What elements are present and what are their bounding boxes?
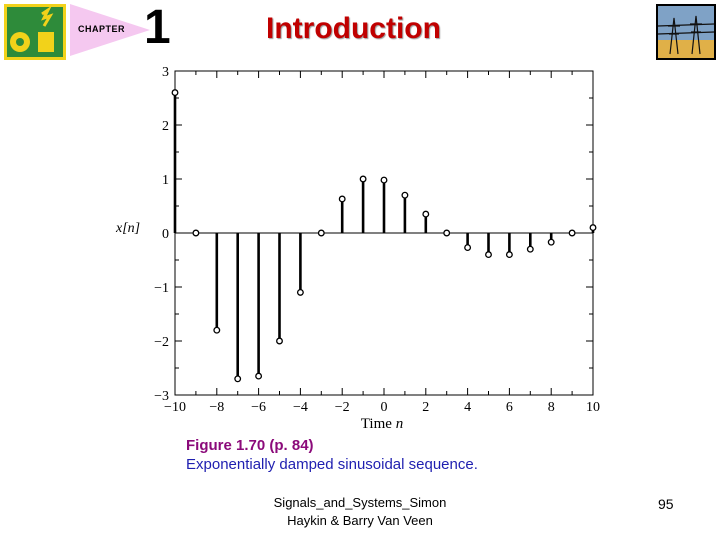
x-tick-label: −4: [293, 400, 308, 415]
stem-marker: [528, 246, 534, 252]
stem-marker: [235, 376, 241, 382]
figure-caption: Figure 1.70 (p. 84) Exponentially damped…: [186, 436, 478, 474]
y-tick-label: −2: [154, 335, 169, 350]
figure-label: Figure 1.70 (p. 84): [186, 436, 478, 455]
x-tick-label: 6: [506, 400, 513, 415]
stem-marker: [172, 90, 178, 96]
page-number: 95: [658, 496, 674, 512]
y-tick-label: 3: [162, 65, 169, 80]
stem-marker: [569, 230, 575, 236]
x-tick-label: −2: [335, 400, 350, 415]
x-tick-label: 8: [548, 400, 555, 415]
stem-marker: [193, 230, 199, 236]
stem-marker: [444, 230, 450, 236]
y-tick-label: −3: [154, 389, 169, 404]
x-tick-label: −6: [251, 400, 266, 415]
stem-marker: [548, 239, 554, 245]
stem-marker: [381, 177, 387, 183]
stem-marker: [256, 373, 262, 379]
stem-marker: [339, 196, 345, 202]
stem-marker: [319, 230, 325, 236]
y-axis-label: x[n]: [115, 221, 140, 236]
stem-marker: [465, 245, 471, 251]
x-tick-label: 10: [586, 400, 600, 415]
x-axis-label-prefix: Time: [361, 416, 396, 432]
figure-description: Exponentially damped sinusoidal sequence…: [186, 455, 478, 474]
stem-marker: [507, 252, 513, 258]
footer-line-1: Signals_and_Systems_Simon: [240, 494, 480, 512]
footer-line-2: Haykin & Barry Van Veen: [240, 512, 480, 530]
y-tick-label: 0: [162, 227, 169, 242]
stem-marker: [214, 327, 220, 333]
x-tick-label: 2: [422, 400, 429, 415]
stem-marker: [277, 338, 283, 344]
x-tick-label: 0: [381, 400, 388, 415]
stem-marker: [423, 211, 429, 217]
footer-source: Signals_and_Systems_Simon Haykin & Barry…: [240, 494, 480, 530]
y-tick-label: 2: [162, 119, 169, 134]
x-axis-label: Time n: [361, 416, 403, 432]
stem-marker: [486, 252, 492, 258]
stem-marker: [402, 192, 408, 198]
y-tick-label: 1: [162, 173, 169, 188]
stem-marker: [360, 176, 366, 182]
x-tick-label: 4: [464, 400, 471, 415]
x-axis-label-var: n: [396, 416, 404, 432]
stem-marker: [590, 225, 596, 231]
x-tick-label: −8: [209, 400, 224, 415]
stem-marker: [298, 290, 304, 296]
y-tick-label: −1: [154, 281, 169, 296]
